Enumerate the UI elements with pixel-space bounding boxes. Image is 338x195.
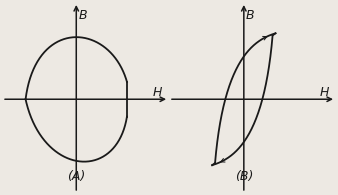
Text: B: B <box>246 9 255 22</box>
Text: B: B <box>78 9 87 22</box>
Text: H: H <box>319 86 329 99</box>
Text: H: H <box>152 86 162 99</box>
Text: (A): (A) <box>67 170 86 183</box>
Text: (B): (B) <box>235 170 253 183</box>
